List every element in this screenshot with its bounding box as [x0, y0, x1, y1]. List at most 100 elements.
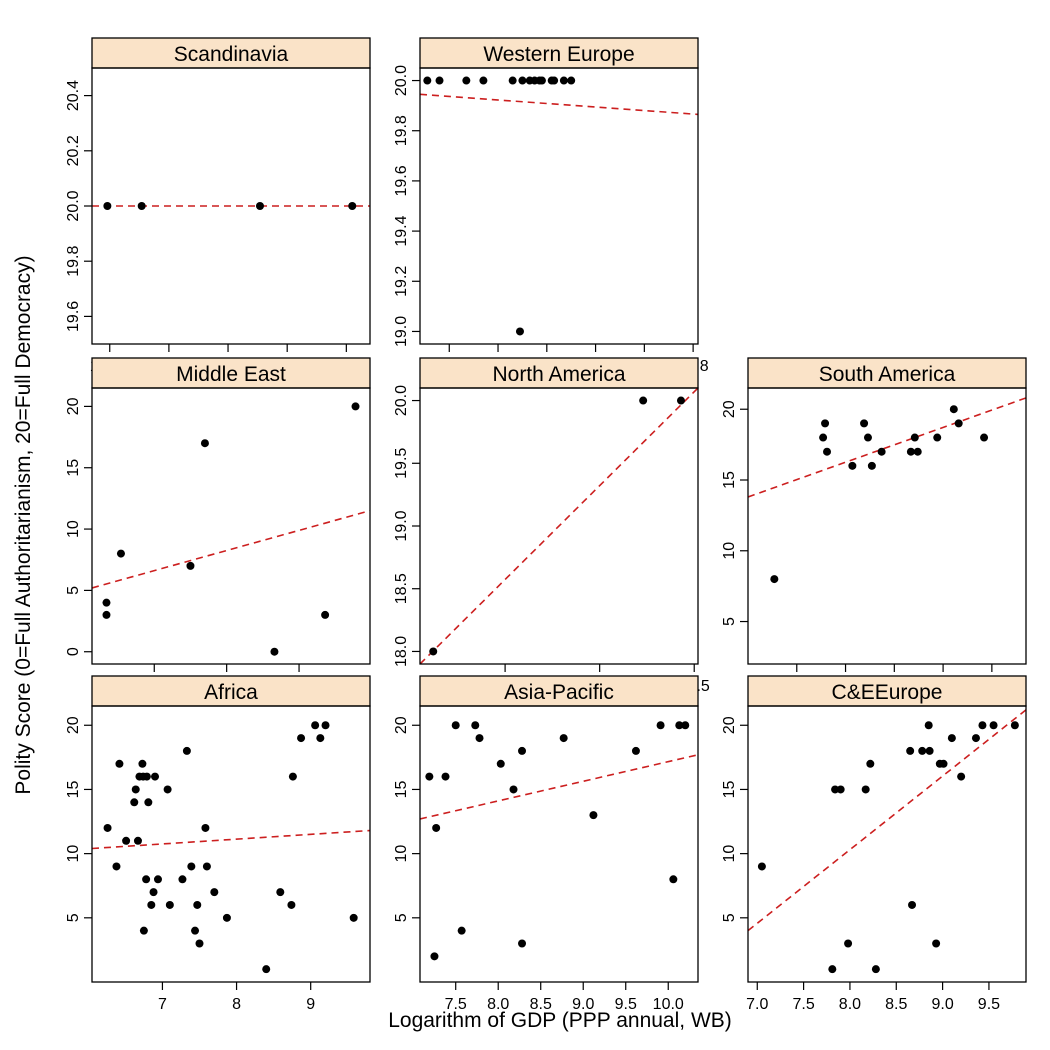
data-point [1010, 721, 1019, 730]
panel-cee-europe: C&EEurope 7.0 7.5 8.0 8.5 9.0 9.5 5 10 15 20 [721, 675, 1027, 1013]
data-point [112, 862, 121, 871]
panel-strip [91, 37, 371, 69]
x-tick-label: 9.5 [978, 996, 1000, 1013]
data-point [947, 734, 956, 743]
data-point [297, 734, 306, 743]
data-point [828, 965, 837, 974]
data-point [906, 447, 915, 456]
data-point [137, 202, 146, 210]
data-point [103, 202, 112, 210]
data-point [222, 913, 231, 922]
data-point [187, 862, 196, 871]
y-tick-label: 19.5 [393, 448, 410, 479]
data-point [770, 575, 779, 584]
data-point [479, 76, 488, 85]
panel-strip [419, 675, 699, 707]
y-tick-label: 5 [65, 913, 82, 922]
y-tick-label: 20.0 [393, 65, 410, 96]
data-point [182, 746, 191, 755]
data-point [201, 823, 210, 832]
data-point [949, 405, 958, 414]
data-point [103, 823, 112, 832]
y-tick-label: 20 [65, 397, 82, 415]
data-point [567, 76, 576, 85]
y-tick-label: 19.2 [393, 266, 410, 297]
data-point [202, 862, 211, 871]
panel-title: C&EEurope [832, 681, 943, 704]
fit-line [92, 829, 370, 850]
y-tick-label: 19.6 [393, 165, 410, 196]
x-tick-label: 8.0 [839, 996, 861, 1013]
data-point [639, 396, 648, 405]
fit-line [420, 388, 698, 664]
fit-line [92, 509, 370, 589]
x-tick-label: 8.5 [885, 996, 907, 1013]
data-point [316, 734, 325, 743]
x-tick-label: 9.0 [931, 996, 953, 1013]
data-point [102, 598, 111, 607]
data-point [153, 875, 162, 884]
x-tick-label: 9.0 [572, 996, 594, 1013]
y-tick-label: 15 [721, 471, 738, 489]
data-point [669, 875, 678, 884]
data-point [980, 433, 989, 442]
data-point [908, 900, 917, 909]
x-axis-label: Logarithm of GDP (PPP annual, WB) [388, 1009, 732, 1032]
y-tick-label: 20 [393, 716, 410, 734]
data-point [844, 939, 853, 948]
y-tick-label: 20.0 [393, 385, 410, 416]
x-tick-label: 8 [232, 996, 241, 1013]
plot-frame [747, 705, 1027, 983]
data-point [165, 900, 174, 909]
data-point [681, 721, 690, 730]
data-point [186, 561, 195, 570]
data-point [139, 926, 148, 935]
data-point [311, 721, 320, 730]
data-point [924, 721, 933, 730]
y-tick-label: 15 [721, 780, 738, 798]
data-point [518, 939, 527, 948]
panel-middle-east: Middle East8.59.09.505101520 [65, 357, 371, 695]
data-point [631, 746, 640, 755]
data-point [918, 746, 927, 755]
data-point [910, 433, 919, 442]
panel-strip [91, 675, 371, 707]
data-point [836, 785, 845, 794]
y-tick-label: 10 [721, 845, 738, 863]
y-tick-label: 19.8 [65, 246, 82, 277]
data-point [508, 76, 517, 85]
y-tick-label: 20.4 [65, 80, 82, 111]
panel-title: Middle East [176, 363, 286, 386]
data-point [147, 900, 156, 909]
data-point [163, 785, 172, 794]
panel-strip [747, 357, 1027, 389]
data-point [435, 76, 444, 85]
data-point [462, 76, 471, 85]
data-point [288, 772, 297, 781]
data-point [871, 965, 880, 974]
panel-strip [91, 357, 371, 389]
data-point [349, 913, 358, 922]
data-point [429, 647, 438, 656]
y-tick-label: 5 [721, 913, 738, 922]
data-point [441, 772, 450, 781]
y-tick-label: 15 [65, 780, 82, 798]
data-point [860, 419, 869, 428]
plot-frame [91, 705, 371, 983]
panel-north-america: North America9.510.010.518.018.519.019.5… [393, 357, 710, 695]
y-tick-label: 10 [393, 845, 410, 863]
data-point [831, 785, 840, 794]
data-point [138, 759, 147, 768]
data-point [102, 610, 111, 619]
plot-frame [91, 387, 371, 665]
y-tick-label: 18.0 [393, 636, 410, 667]
data-point [515, 327, 524, 336]
data-point [823, 447, 832, 456]
x-tick-label: 10.0 [653, 996, 684, 1013]
data-point [537, 76, 546, 85]
data-point [432, 823, 441, 832]
data-point [287, 900, 296, 909]
data-point [863, 433, 872, 442]
data-point [675, 721, 684, 730]
data-point [149, 888, 158, 897]
